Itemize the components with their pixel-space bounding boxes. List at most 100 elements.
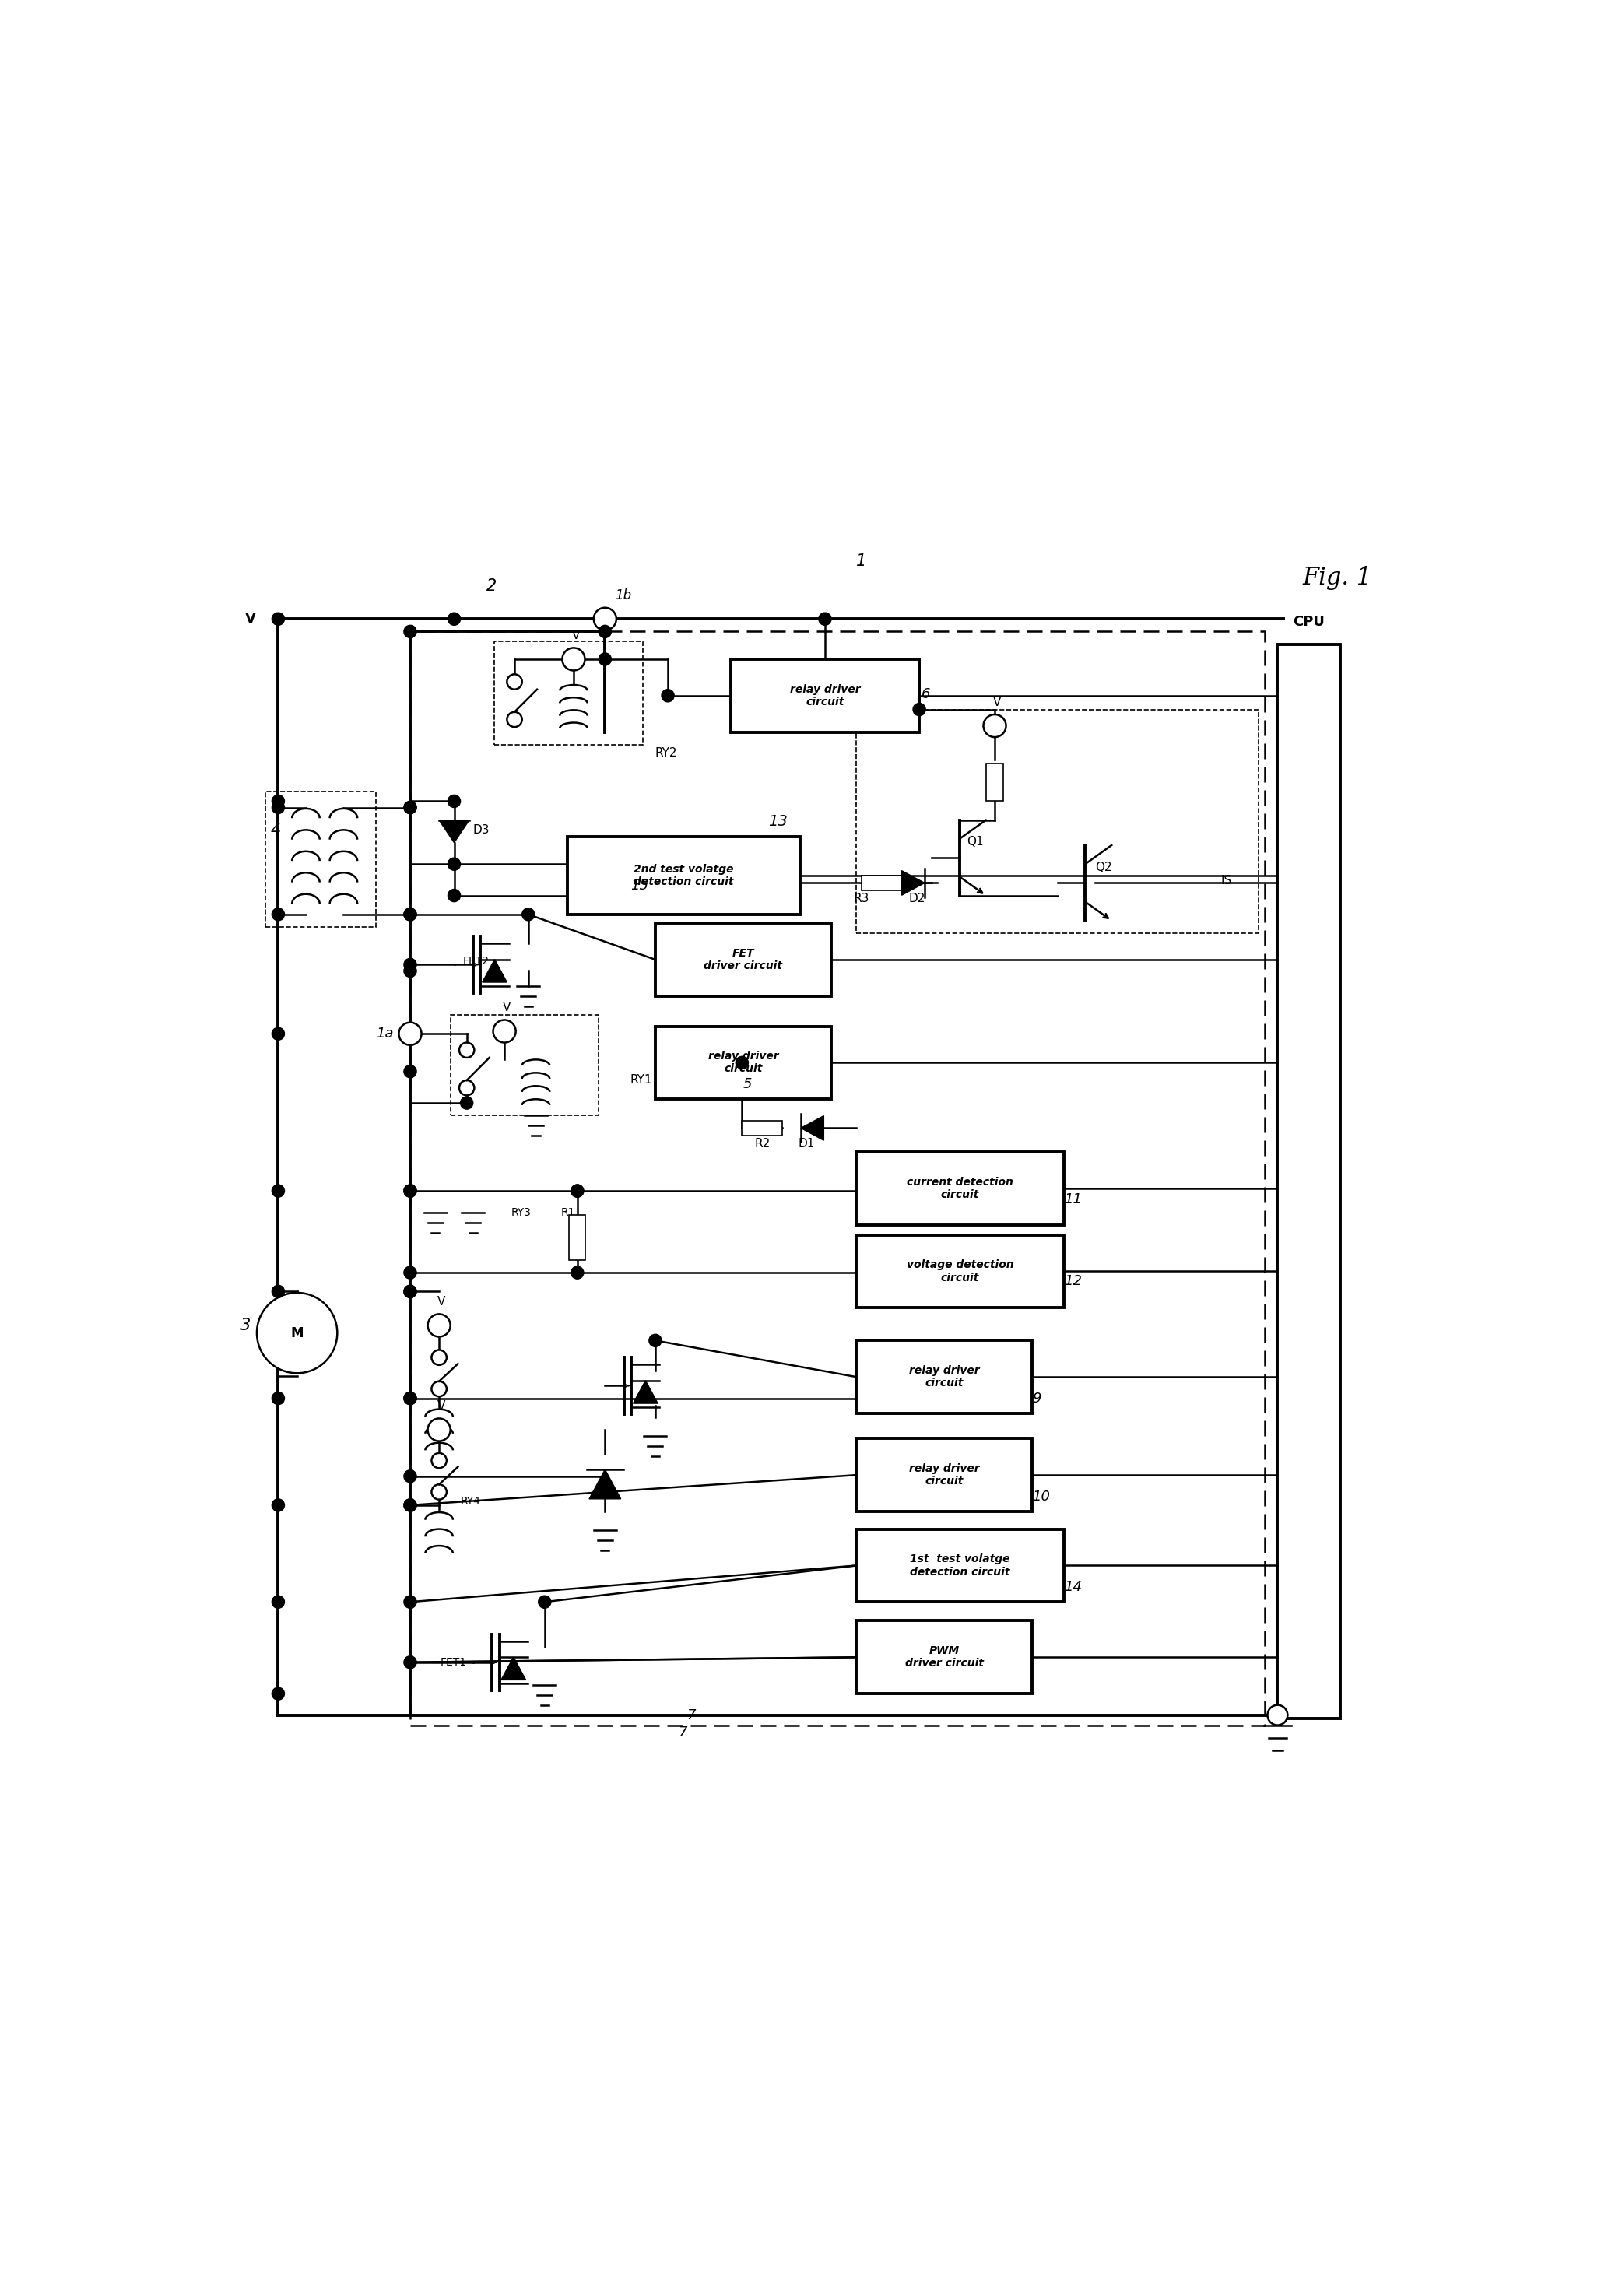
Polygon shape <box>482 960 508 983</box>
Circle shape <box>272 909 284 921</box>
Text: 2nd test volatge
detection circuit: 2nd test volatge detection circuit <box>634 863 733 886</box>
Text: 3: 3 <box>240 1318 250 1334</box>
Circle shape <box>428 1419 451 1442</box>
Text: 7: 7 <box>686 1708 696 1722</box>
Text: 15: 15 <box>631 879 649 893</box>
Circle shape <box>571 1185 584 1196</box>
Circle shape <box>404 1391 417 1405</box>
Circle shape <box>404 1596 417 1607</box>
FancyBboxPatch shape <box>856 1341 1033 1414</box>
Circle shape <box>599 613 611 625</box>
Circle shape <box>539 1596 551 1607</box>
Circle shape <box>256 1293 337 1373</box>
Circle shape <box>913 703 926 716</box>
Text: 7: 7 <box>678 1724 686 1738</box>
Bar <box>410 631 1265 1724</box>
Text: Fig. 1: Fig. 1 <box>1302 567 1372 590</box>
Circle shape <box>404 1499 417 1511</box>
Text: V: V <box>438 1297 446 1309</box>
Circle shape <box>404 964 417 978</box>
Text: 9: 9 <box>1033 1391 1041 1405</box>
Circle shape <box>448 613 461 625</box>
Circle shape <box>404 1469 417 1483</box>
Circle shape <box>404 801 417 813</box>
Circle shape <box>404 1499 417 1511</box>
Text: 5: 5 <box>743 1077 753 1091</box>
Circle shape <box>428 1313 451 1336</box>
Text: D3: D3 <box>474 824 490 836</box>
Circle shape <box>431 1350 446 1366</box>
Circle shape <box>448 794 461 808</box>
Polygon shape <box>501 1658 526 1681</box>
Text: 10: 10 <box>1033 1490 1051 1504</box>
Text: M: M <box>290 1327 303 1341</box>
Polygon shape <box>902 870 925 895</box>
Circle shape <box>599 625 611 638</box>
Circle shape <box>272 613 284 625</box>
Text: 4: 4 <box>271 822 281 838</box>
Circle shape <box>272 1688 284 1699</box>
Circle shape <box>404 1286 417 1297</box>
Circle shape <box>404 957 417 971</box>
Text: 14: 14 <box>1064 1580 1082 1593</box>
Text: FET2: FET2 <box>462 955 490 967</box>
Text: 1a: 1a <box>376 1026 394 1040</box>
Circle shape <box>819 613 832 625</box>
Circle shape <box>272 1596 284 1607</box>
Circle shape <box>571 1185 584 1196</box>
Text: RY4: RY4 <box>461 1497 480 1506</box>
FancyBboxPatch shape <box>730 659 920 732</box>
FancyBboxPatch shape <box>856 1235 1064 1309</box>
Text: Q2: Q2 <box>1095 861 1113 872</box>
Circle shape <box>272 801 284 813</box>
FancyBboxPatch shape <box>856 1153 1064 1224</box>
FancyBboxPatch shape <box>856 1529 1064 1603</box>
Text: V: V <box>245 613 256 627</box>
Polygon shape <box>801 1116 824 1141</box>
Circle shape <box>272 1391 284 1405</box>
Text: FET1: FET1 <box>440 1658 467 1667</box>
Circle shape <box>399 1022 422 1045</box>
Circle shape <box>431 1453 446 1467</box>
Text: PWM
driver circuit: PWM driver circuit <box>905 1646 983 1669</box>
Circle shape <box>594 608 616 631</box>
Text: 1st  test volatge
detection circuit: 1st test volatge detection circuit <box>910 1554 1011 1577</box>
Text: V: V <box>438 1401 446 1412</box>
Circle shape <box>404 1065 417 1077</box>
Circle shape <box>508 675 522 689</box>
Text: Q1: Q1 <box>967 836 985 847</box>
Text: relay driver
circuit: relay driver circuit <box>910 1366 980 1389</box>
Circle shape <box>459 1042 474 1058</box>
Text: 8: 8 <box>709 1052 717 1065</box>
FancyBboxPatch shape <box>856 1621 1033 1694</box>
Circle shape <box>983 714 1006 737</box>
FancyBboxPatch shape <box>986 765 1004 801</box>
Circle shape <box>404 801 417 813</box>
FancyBboxPatch shape <box>741 1120 782 1137</box>
FancyBboxPatch shape <box>1278 645 1340 1720</box>
Text: IS: IS <box>1221 875 1233 886</box>
Text: relay driver
circuit: relay driver circuit <box>790 684 860 707</box>
Text: 1: 1 <box>856 553 866 569</box>
Text: V: V <box>573 629 581 641</box>
FancyBboxPatch shape <box>568 836 800 914</box>
Text: D2: D2 <box>908 893 925 905</box>
Circle shape <box>404 1655 417 1669</box>
Text: relay driver
circuit: relay driver circuit <box>709 1052 779 1075</box>
Circle shape <box>493 1019 516 1042</box>
Circle shape <box>508 712 522 728</box>
Text: 6: 6 <box>921 687 931 700</box>
Circle shape <box>431 1382 446 1396</box>
Text: voltage detection
circuit: voltage detection circuit <box>907 1261 1014 1283</box>
Circle shape <box>571 1267 584 1279</box>
Text: RY2: RY2 <box>655 746 678 760</box>
Polygon shape <box>440 820 469 843</box>
Circle shape <box>404 1391 417 1405</box>
Circle shape <box>272 1286 284 1297</box>
Circle shape <box>448 859 461 870</box>
Circle shape <box>272 1499 284 1511</box>
Circle shape <box>563 647 586 670</box>
FancyBboxPatch shape <box>655 1026 832 1100</box>
Circle shape <box>522 909 535 921</box>
Circle shape <box>404 1185 417 1196</box>
